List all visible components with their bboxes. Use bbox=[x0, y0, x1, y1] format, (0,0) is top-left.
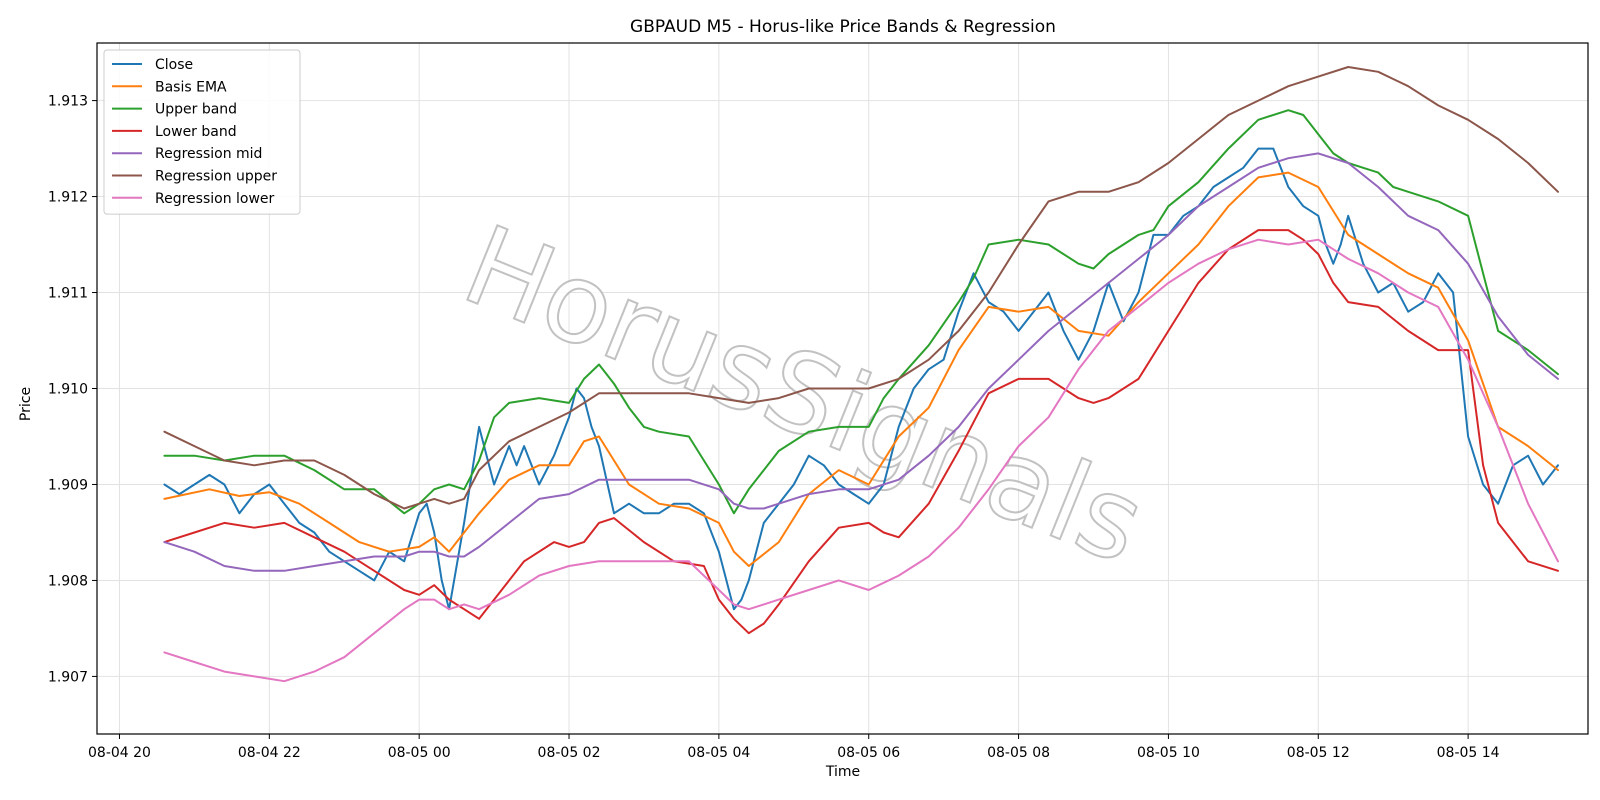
y-tick-label: 1.908 bbox=[48, 573, 88, 589]
legend-box bbox=[103, 49, 301, 215]
x-tick-label: 08-05 08 bbox=[987, 745, 1050, 761]
x-tick-label: 08-05 10 bbox=[1137, 745, 1200, 761]
x-tick-label: 08-05 14 bbox=[1437, 745, 1500, 761]
x-tick-label: 08-05 02 bbox=[538, 745, 601, 761]
series-lines bbox=[163, 66, 1559, 683]
chart-title: GBPAUD M5 - Horus-like Price Bands & Reg… bbox=[630, 17, 1056, 37]
legend-label: Regression mid bbox=[155, 146, 262, 162]
x-tick-label: 08-04 20 bbox=[88, 745, 151, 761]
legend-label: Regression upper bbox=[155, 169, 277, 185]
x-tick-label: 08-05 04 bbox=[687, 745, 750, 761]
y-axis-ticks: 1.907 1.908 1.909 1.910 1.911 1.912 1.913 bbox=[48, 94, 97, 685]
series-line-upper-band bbox=[163, 109, 1559, 515]
series-line-basis-ema bbox=[163, 171, 1559, 567]
legend-label: Lower band bbox=[155, 124, 237, 140]
y-tick-label: 1.907 bbox=[48, 669, 88, 685]
y-axis-label: Price bbox=[18, 387, 34, 421]
series-line-regression-mid bbox=[163, 152, 1559, 572]
legend-label: Regression lower bbox=[155, 191, 275, 207]
x-tick-label: 08-05 12 bbox=[1287, 745, 1350, 761]
legend: Close Basis EMA Upper band Lower band Regres… bbox=[103, 49, 301, 215]
legend-label: Close bbox=[155, 57, 193, 73]
series-line-regression-upper bbox=[163, 66, 1559, 510]
series-line-lower-band bbox=[163, 229, 1559, 635]
x-tick-label: 08-05 06 bbox=[837, 745, 900, 761]
series-line-regression-lower bbox=[163, 238, 1559, 683]
legend-label: Upper band bbox=[155, 102, 237, 118]
x-axis-label: Time bbox=[825, 764, 860, 780]
x-axis-ticks: 08-04 20 08-04 22 08-05 00 08-05 02 08-05 04… bbox=[88, 734, 1500, 761]
y-tick-label: 1.911 bbox=[48, 286, 88, 302]
x-tick-label: 08-04 22 bbox=[238, 745, 301, 761]
y-tick-label: 1.913 bbox=[48, 94, 88, 110]
y-tick-label: 1.910 bbox=[48, 382, 88, 398]
watermark: HorusSignals bbox=[447, 200, 1162, 589]
y-tick-label: 1.912 bbox=[48, 190, 88, 206]
watermark-text: HorusSignals bbox=[448, 201, 1161, 588]
y-tick-label: 1.909 bbox=[48, 477, 88, 493]
legend-label: Basis EMA bbox=[155, 79, 227, 95]
x-tick-label: 08-05 00 bbox=[388, 745, 451, 761]
